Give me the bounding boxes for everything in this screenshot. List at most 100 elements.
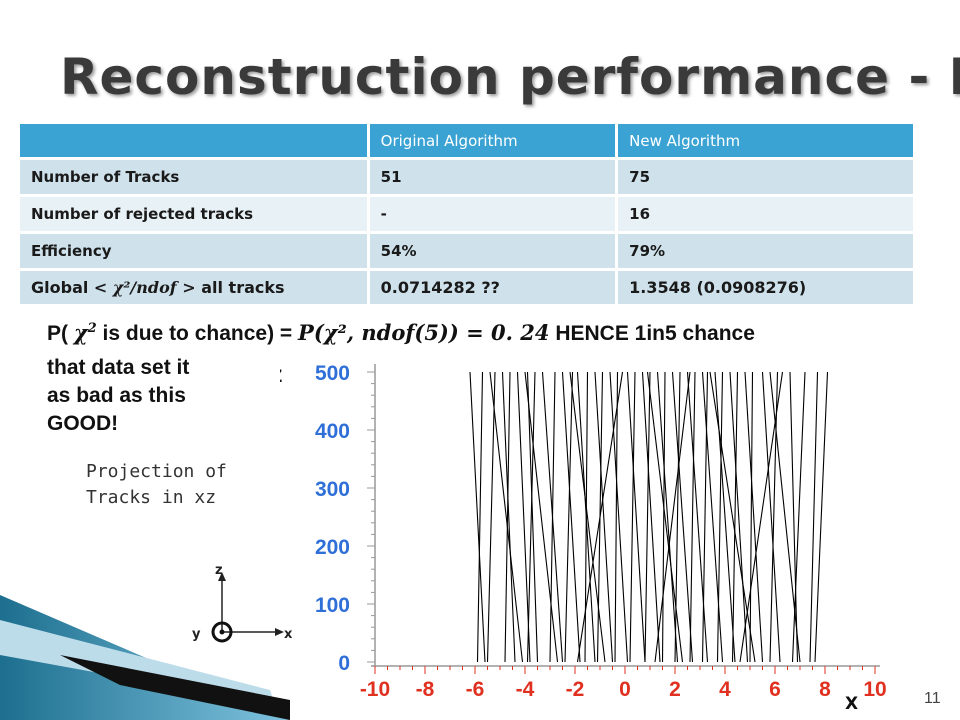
coordinate-axes-icon: z x y [192, 563, 293, 643]
track-line [814, 371, 829, 663]
track-line [646, 371, 684, 663]
track-line [614, 371, 619, 663]
x-tick-label: 10 [863, 678, 886, 701]
conclusion-text: that data set it as bad as this GOOD! [47, 354, 189, 438]
x-tick-label: -2 [566, 678, 585, 701]
track-lines [469, 371, 829, 663]
decoration-wedge-dark [60, 655, 290, 720]
row-original-value: 54% [366, 232, 617, 271]
row-new-value: 79% [615, 232, 913, 271]
row-original-value: 0.0714282 ?? [366, 269, 617, 307]
table-row: Number of rejected tracks - 16 [20, 195, 913, 234]
row-new-value: 16 [615, 195, 913, 234]
track-line [476, 371, 484, 663]
caption-line: Tracks in xz [86, 487, 217, 508]
y-tick-label: 300 [315, 478, 350, 501]
y-axis-circle-icon [211, 621, 233, 643]
z-axis-title: Z [280, 367, 282, 387]
track-line [749, 371, 754, 663]
row-label: Number of rejected tracks [20, 195, 369, 234]
chi-symbol: χ [73, 320, 88, 345]
row-original-value: 51 [366, 158, 617, 197]
track-line [686, 371, 709, 663]
y-tick-label: 400 [315, 420, 350, 443]
x-tick-labels: -10 -8 -6 -4 -2 0 2 4 6 8 10 [360, 678, 887, 701]
track-line [654, 371, 691, 663]
row-label: Number of Tracks [20, 158, 369, 197]
y-tick-labels: 0 100 200 300 400 500 [315, 362, 350, 675]
slide-title: Reconstruction performance - I [60, 48, 960, 106]
table-header-new: New Algorithm [615, 124, 913, 160]
track-line [714, 371, 736, 663]
track-line [739, 371, 784, 663]
x-tick-label: -4 [516, 678, 535, 701]
track-line [576, 371, 624, 663]
track-line [731, 371, 739, 663]
probability-formula: P(χ², ndof(5)) = 0. 24 [298, 320, 550, 345]
row-label-prefix: Global [31, 278, 89, 297]
track-line [729, 371, 749, 663]
x-axis-label: x [284, 627, 293, 642]
caption-line: Projection of [86, 461, 227, 482]
track-line [674, 371, 681, 663]
track-line [504, 371, 511, 663]
z-axis-label: z [215, 563, 223, 578]
track-line [661, 371, 666, 663]
page-number: 11 [924, 690, 941, 707]
track-line [644, 371, 651, 663]
track-line [701, 371, 709, 663]
track-line [501, 371, 516, 663]
statement-prefix: P( [47, 322, 68, 345]
track-line [769, 371, 779, 663]
conclusion-line: GOOD! [47, 412, 119, 435]
y-tick-label: 100 [315, 594, 350, 617]
x-tick-label: -8 [416, 678, 435, 701]
track-line [769, 371, 801, 663]
x-tick-label: 2 [669, 678, 681, 701]
x-tick-label: 8 [819, 678, 831, 701]
track-line [716, 371, 724, 663]
performance-table: Original Algorithm New Algorithm Number … [20, 124, 913, 307]
track-line [809, 371, 819, 663]
z-axis-arrowhead [218, 572, 226, 581]
y-axis-label: y [192, 627, 201, 642]
row-original-value: - [366, 195, 617, 234]
track-line [524, 371, 559, 663]
track-line [641, 371, 661, 663]
track-line [564, 371, 574, 663]
table-header-cell [20, 124, 369, 160]
x-tick-label: 0 [619, 678, 631, 701]
projection-caption: Projection of Tracks in xz [86, 459, 227, 511]
track-line [701, 371, 724, 663]
statement-suffix: HENCE 1in5 chance [555, 322, 755, 345]
row-new-value: 1.3548 (0.0908276) [615, 269, 913, 307]
table-row: Efficiency 54% 79% [20, 232, 913, 271]
track-line [689, 371, 696, 663]
track-line [761, 371, 781, 663]
table-row: Global < χ²/ndof > all tracks 0.0714282 … [20, 269, 913, 307]
track-line [656, 371, 679, 663]
track-line [489, 371, 524, 663]
chi2-ndof-expression: < χ²/ndof > [93, 278, 196, 297]
x-tick-label: 6 [769, 678, 781, 701]
track-line [469, 371, 486, 663]
table-row: Number of Tracks 51 75 [20, 158, 913, 197]
conclusion-line: as bad as this [47, 384, 186, 407]
x-axis-arrowhead [275, 628, 284, 636]
x-tick-label: -10 [360, 678, 390, 701]
probability-statement: P( χ2 is due to chance) = P(χ², ndof(5))… [47, 320, 755, 346]
track-line [609, 371, 629, 663]
x-tick-label: 4 [719, 678, 731, 701]
table-header-row: Original Algorithm New Algorithm [20, 124, 913, 160]
conclusion-line: that data set it [47, 356, 190, 379]
row-new-value: 75 [615, 158, 913, 197]
track-projection-plot: 0 100 200 300 400 500 -10 -8 -6 -4 -2 0 2 4 6 8 10 Z X [280, 362, 887, 714]
x-tick-label: -6 [466, 678, 485, 701]
track-line [516, 371, 531, 663]
track-line [549, 371, 556, 663]
x-axis-title: X [845, 694, 858, 714]
track-line [789, 371, 799, 663]
track-line [526, 371, 539, 663]
track-line [569, 371, 606, 663]
slide-decoration [0, 595, 290, 720]
